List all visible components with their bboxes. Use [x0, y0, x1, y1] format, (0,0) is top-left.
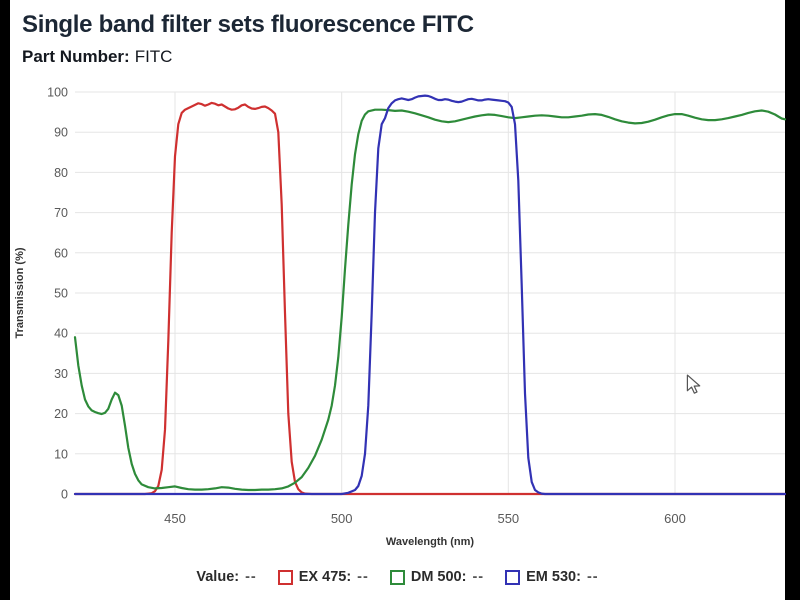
- y-tick-label: 40: [54, 327, 68, 341]
- y-tick-label: 30: [54, 367, 68, 381]
- x-tick-label: 550: [497, 511, 519, 526]
- left-black-bar: [0, 0, 10, 600]
- x-tick-label: 500: [331, 511, 353, 526]
- x-tick-label: 600: [664, 511, 686, 526]
- legend-swatch: [277, 569, 293, 585]
- legend-value-readout: Value: --: [196, 569, 256, 585]
- y-tick-label: 60: [54, 246, 68, 260]
- part-number-label: Part Number:: [22, 47, 130, 66]
- legend-series-label: EM 530:: [526, 569, 581, 585]
- y-tick-label: 20: [54, 407, 68, 421]
- legend-series-label: DM 500:: [410, 569, 467, 585]
- legend-item-ex-475[interactable]: EX 475: --: [277, 569, 369, 585]
- series-line-ex-475[interactable]: [73, 101, 787, 496]
- legend-swatch: [389, 569, 405, 585]
- y-tick-label: 80: [54, 166, 68, 180]
- y-tick-label: 100: [47, 86, 68, 100]
- right-black-bar: [785, 0, 800, 600]
- y-tick-label: 0: [61, 488, 68, 502]
- y-tick-label: 10: [54, 447, 68, 461]
- legend-series-label: EX 475:: [298, 569, 352, 585]
- chart-legend: Value: -- EX 475: -- DM 500: -- EM 530: --: [10, 566, 785, 588]
- page-title: Single band filter sets fluorescence FIT…: [22, 11, 474, 38]
- legend-series-value: --: [357, 569, 369, 585]
- legend-value-label: Value:: [196, 569, 240, 585]
- legend-item-dm-500[interactable]: DM 500: --: [389, 569, 485, 585]
- legend-series-value: --: [472, 569, 485, 585]
- series-line-dm-500[interactable]: [73, 108, 787, 492]
- series-line-em-530[interactable]: [73, 94, 787, 496]
- part-number: Part Number: FITC: [22, 47, 172, 67]
- part-number-value: FITC: [134, 47, 173, 66]
- y-tick-label: 70: [54, 206, 68, 220]
- legend-swatch: [505, 569, 521, 585]
- y-tick-label: 90: [54, 126, 68, 140]
- legend-series-value: --: [586, 569, 599, 585]
- x-tick-label: 450: [164, 511, 186, 526]
- mouse-cursor-icon: [686, 374, 701, 394]
- legend-value-text: --: [245, 569, 257, 585]
- y-tick-label: 50: [54, 287, 68, 301]
- legend-item-em-530[interactable]: EM 530: --: [505, 569, 598, 585]
- x-axis-title: Wavelength (nm): [385, 536, 475, 548]
